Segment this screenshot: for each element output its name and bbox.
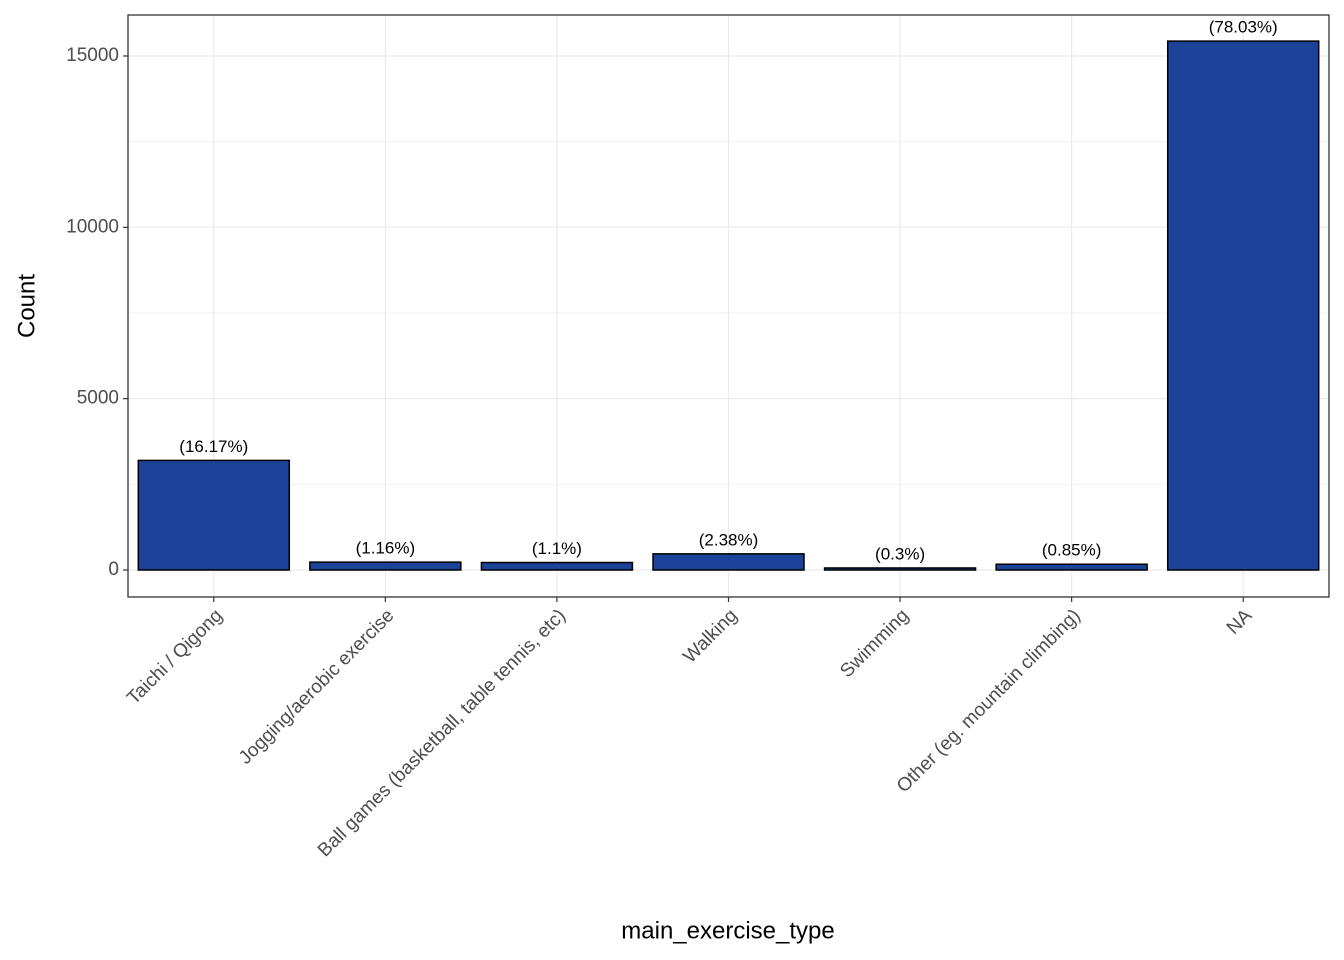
bar-label: (78.03%) bbox=[1209, 18, 1278, 37]
bar bbox=[652, 553, 805, 571]
bar-label: (16.17%) bbox=[179, 437, 248, 456]
x-tick-label: Swimming bbox=[836, 605, 913, 682]
y-tick-label: 5000 bbox=[77, 388, 119, 409]
x-tick-label: NA bbox=[1223, 605, 1257, 639]
panel-border bbox=[127, 14, 1330, 598]
bar bbox=[137, 459, 291, 571]
y-tick-label: 0 bbox=[108, 559, 119, 580]
y-tick-label: 10000 bbox=[66, 216, 119, 237]
bar bbox=[1166, 40, 1320, 571]
bar bbox=[823, 567, 977, 571]
bar bbox=[309, 561, 462, 571]
x-tick-label: Taichi / Qigong bbox=[123, 605, 227, 709]
x-tick-label: Other (eg. mountain climbing) bbox=[893, 605, 1085, 797]
y-tick-label: 15000 bbox=[66, 45, 119, 66]
x-axis-title: main_exercise_type bbox=[621, 917, 834, 944]
bar-label: (2.38%) bbox=[699, 530, 759, 549]
y-axis-title: Count bbox=[13, 274, 40, 338]
bar-label: (1.1%) bbox=[532, 539, 582, 558]
bar bbox=[480, 561, 634, 571]
x-tick-label: Jogging/aerobic exercise bbox=[235, 605, 398, 768]
bar-label: (1.16%) bbox=[356, 539, 416, 558]
x-tick-label: Walking bbox=[679, 605, 741, 667]
bar-label: (0.85%) bbox=[1042, 541, 1102, 560]
bar bbox=[995, 563, 1148, 571]
bar-label: (0.3%) bbox=[875, 544, 925, 563]
